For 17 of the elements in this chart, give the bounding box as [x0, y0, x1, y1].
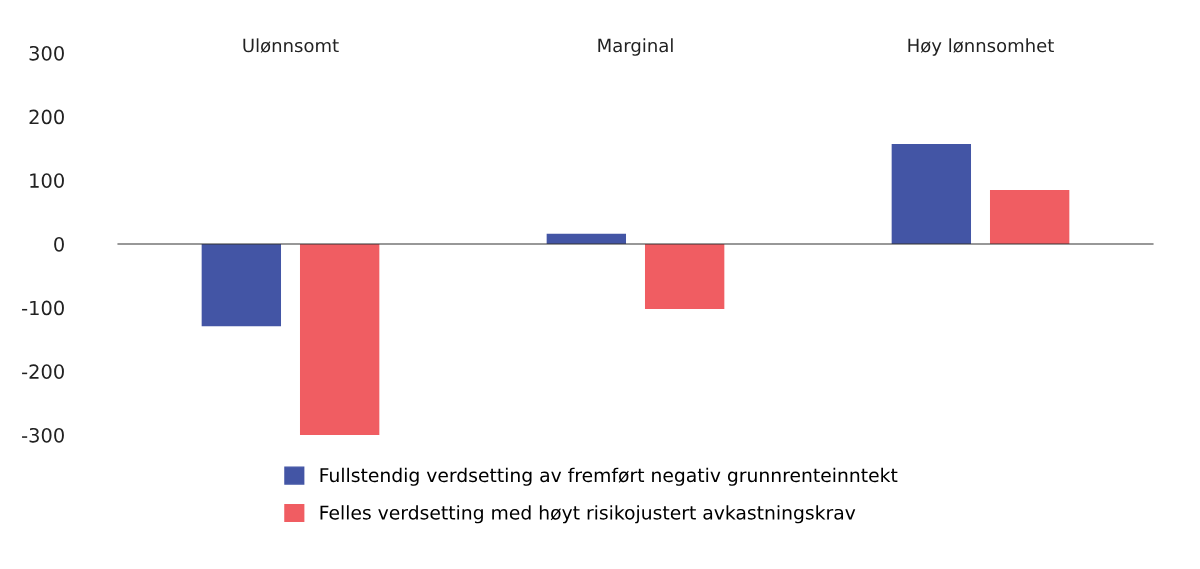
bar — [201, 244, 282, 327]
x-tick-label: Marginal — [598, 38, 673, 56]
legend-label: Fullstendig verdsetting av fremført negativ grunnrenteinntekt — [320, 467, 898, 486]
bar — [644, 244, 725, 309]
bar — [989, 189, 1070, 244]
y-tick-label: 100 — [30, 173, 64, 188]
bar — [891, 144, 972, 244]
x-tick-label: Ulønnsomt — [243, 38, 339, 53]
y-tick-label: 0 — [54, 236, 64, 252]
y-tick-label: 200 — [29, 109, 64, 125]
y-tick-label: -100 — [22, 300, 64, 316]
legend-label: Felles verdsetting med høyt risikojustert avkastningskrav — [320, 505, 856, 524]
bar — [299, 244, 380, 435]
y-tick-label: 300 — [29, 45, 64, 61]
x-tick-label: Høy lønnsomhet — [908, 38, 1054, 56]
y-tick-label: -300 — [22, 427, 64, 443]
y-tick-label: -200 — [22, 364, 64, 379]
